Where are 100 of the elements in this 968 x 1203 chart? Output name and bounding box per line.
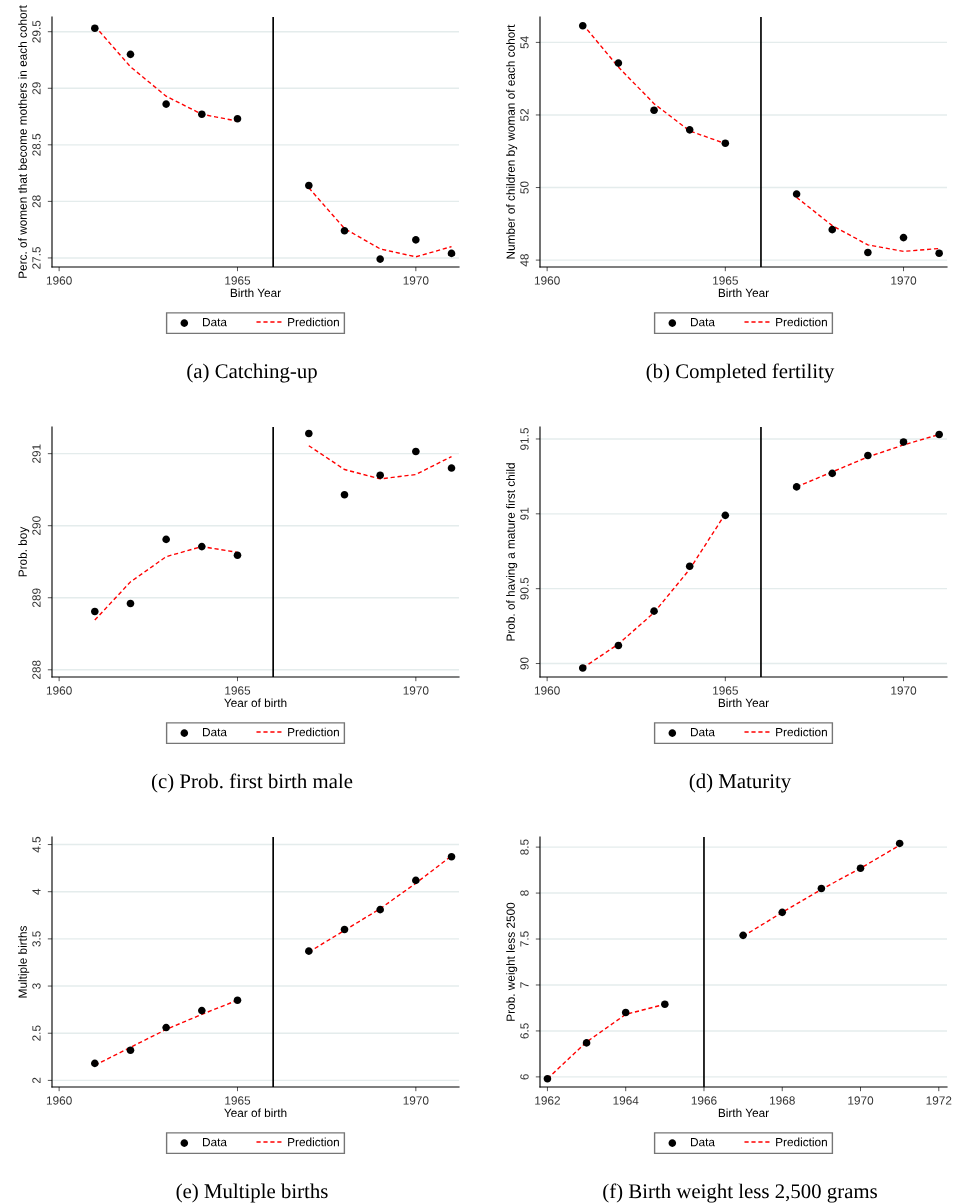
text: (f) Birth weight less 2,500 grams <box>603 1183 877 1203</box>
point <box>899 438 908 446</box>
x-tick-label: 1970 <box>403 1096 429 1105</box>
x-tick-label: 1960 <box>46 276 72 285</box>
y-tick-label: 291 <box>32 444 41 463</box>
point <box>162 100 170 108</box>
point <box>447 249 456 258</box>
x-tick-label: 1965 <box>713 276 738 285</box>
point <box>621 1008 630 1017</box>
point <box>198 110 206 119</box>
point <box>233 551 242 560</box>
y-axis-title: Prob. of having a mature first child <box>506 463 518 641</box>
x-axis-title: Birth Year <box>718 288 769 298</box>
legend-label: Data <box>691 1138 715 1147</box>
y-tick-label: 2 <box>32 1077 41 1084</box>
point <box>792 483 801 491</box>
y-tick-label: 54 <box>520 36 529 49</box>
point <box>935 249 943 258</box>
point <box>376 471 384 480</box>
x-axis-title: Year of birth <box>224 1108 287 1118</box>
text: (c) Prob. first birth male <box>151 773 353 793</box>
legend-label: Data <box>691 318 715 327</box>
point <box>376 255 384 263</box>
point <box>828 469 837 478</box>
x-tick-label: 1960 <box>534 686 560 695</box>
point <box>864 451 872 460</box>
x-axis-title: Birth Year <box>230 288 281 298</box>
y-tick-label: 289 <box>32 588 41 607</box>
point <box>721 139 730 148</box>
point <box>126 1046 135 1055</box>
y-tick-label: 29 <box>32 82 41 95</box>
legend-label: Prediction <box>288 317 339 327</box>
point <box>721 511 730 520</box>
point <box>412 447 420 456</box>
x-axis-title: Birth Year <box>718 1108 769 1118</box>
y-tick-label: 3.5 <box>32 931 41 947</box>
y-tick-label: 4.5 <box>32 836 41 853</box>
y-tick-label: 6.5 <box>520 1023 529 1039</box>
y-tick-label: 4 <box>32 888 41 895</box>
point <box>305 947 313 955</box>
point <box>198 542 206 551</box>
legend-label: Prediction <box>288 1137 339 1147</box>
y-axis-title: Number of children by woman of each cohort <box>506 24 518 259</box>
x-axis-title: Year of birth <box>224 698 287 708</box>
y-tick-label: 90.5 <box>520 577 529 600</box>
point <box>543 1074 552 1083</box>
legend-label: Prediction <box>776 1137 827 1147</box>
y-axis-title: Multiple births <box>18 926 30 998</box>
point <box>614 59 623 67</box>
y-tick-label: 52 <box>520 108 529 122</box>
point <box>817 884 826 893</box>
point <box>162 535 170 544</box>
point <box>614 641 623 650</box>
y-tick-label: 2.5 <box>32 1025 41 1041</box>
x-tick-label: 1965 <box>225 686 251 695</box>
point <box>447 464 456 472</box>
point <box>828 225 837 234</box>
point <box>305 429 313 438</box>
point <box>126 50 135 59</box>
x-tick-label: 1970 <box>848 1096 874 1105</box>
y-tick-label: 7.5 <box>520 931 529 947</box>
y-tick-label: 48 <box>520 254 529 267</box>
text: (d) Maturity <box>689 773 792 793</box>
point <box>739 931 747 940</box>
point <box>198 1006 206 1015</box>
y-axis-title: Prob. boy <box>18 526 30 577</box>
point <box>792 190 801 198</box>
point <box>685 126 694 134</box>
point <box>340 925 349 934</box>
x-tick-label: 1970 <box>891 276 917 285</box>
x-tick-label: 1964 <box>613 1096 639 1105</box>
point <box>650 106 658 115</box>
point <box>582 1039 591 1047</box>
point <box>778 908 787 917</box>
y-axis-title: Prob. weight less 2500 <box>506 902 518 1021</box>
point <box>91 607 99 616</box>
x-tick-label: 1965 <box>225 1096 251 1105</box>
x-tick-label: 1972 <box>926 1096 952 1105</box>
y-axis-title: Perc. of women that become mothers in each cohort <box>18 5 27 278</box>
y-tick-label: 3 <box>32 983 41 989</box>
y-tick-label: 28 <box>32 195 41 208</box>
y-tick-label: 27.5 <box>32 246 41 269</box>
point <box>864 248 872 257</box>
point <box>685 562 694 571</box>
x-tick-label: 1960 <box>534 276 560 285</box>
y-tick-label: 8 <box>520 890 529 896</box>
x-tick-label: 1965 <box>713 686 738 695</box>
text: (b) Completed fertility <box>646 363 835 383</box>
text: (e) Multiple births <box>176 1183 328 1203</box>
y-tick-label: 91.5 <box>520 427 529 450</box>
point <box>650 607 658 615</box>
point <box>91 1059 99 1068</box>
text: (a) Catching-up <box>187 363 317 383</box>
x-axis-title: Birth Year <box>718 698 769 708</box>
point <box>91 24 99 33</box>
x-tick-label: 1965 <box>225 276 251 285</box>
point <box>162 1023 170 1032</box>
x-tick-label: 1960 <box>46 686 72 695</box>
point <box>895 839 904 848</box>
point <box>935 430 943 439</box>
